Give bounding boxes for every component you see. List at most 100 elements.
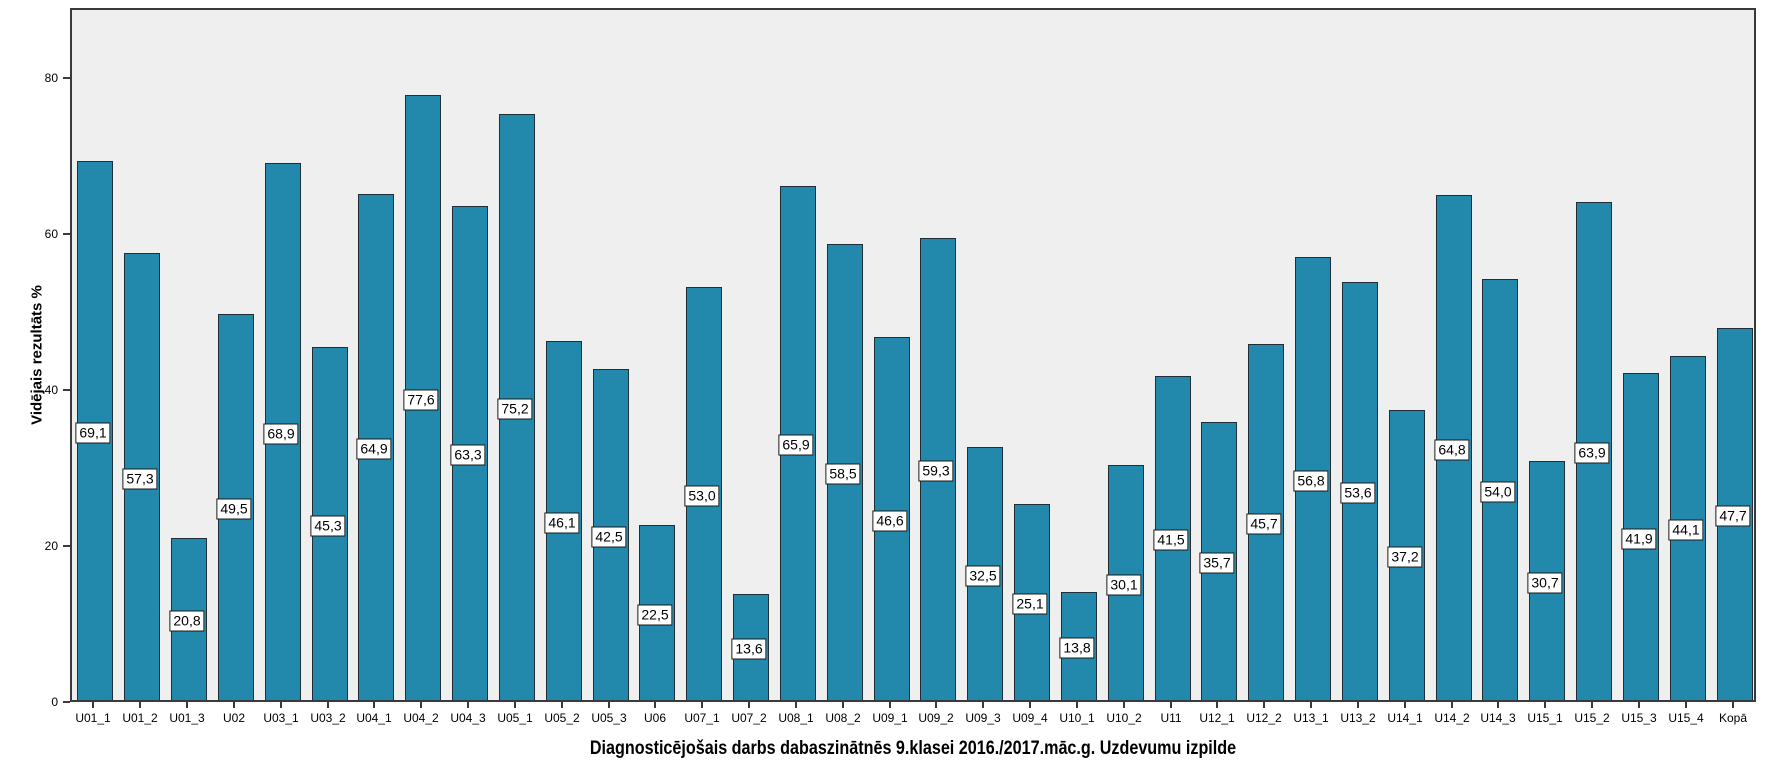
x-tick-label: U09_2: [918, 711, 954, 725]
y-tick-label: 20: [44, 539, 58, 553]
bar-value-label: 65,9: [778, 434, 814, 456]
y-tick-label: 80: [44, 71, 58, 85]
x-tick-mark: [1404, 702, 1406, 708]
x-tick-mark: [561, 702, 563, 708]
bar-value-label: 46,1: [544, 512, 580, 534]
bar-value-label: 25,1: [1012, 593, 1048, 615]
x-tick-mark: [889, 702, 891, 708]
bar-value-label: 63,9: [1574, 442, 1610, 464]
x-tick-label: U02: [222, 711, 246, 725]
x-tick-label: U15_2: [1574, 711, 1610, 725]
bar-value-label: 30,1: [1106, 574, 1142, 596]
x-tick-label: U01_2: [122, 711, 158, 725]
bar-value-label: 37,2: [1387, 546, 1423, 568]
x-tick-mark: [514, 702, 516, 708]
x-tick-label: U09_4: [1012, 711, 1048, 725]
bar-value-label: 58,5: [825, 463, 861, 485]
bar-value-label: 54,0: [1480, 481, 1516, 503]
bar-value-label: 75,2: [497, 398, 533, 420]
x-tick-label: U08_1: [778, 711, 814, 725]
bar-value-label: 46,6: [872, 510, 908, 532]
x-tick-mark: [186, 702, 188, 708]
x-tick-label: U15_3: [1621, 711, 1657, 725]
bar-value-label: 68,9: [263, 423, 299, 445]
bar-value-label: 63,3: [450, 444, 486, 466]
x-tick-label: U12_2: [1246, 711, 1282, 725]
x-tick-mark: [1216, 702, 1218, 708]
x-tick-label: U07_2: [731, 711, 767, 725]
x-tick-label: Kopā: [1718, 711, 1748, 725]
x-tick-label: U10_2: [1106, 711, 1142, 725]
x-tick-mark: [420, 702, 422, 708]
x-tick-label: U08_2: [825, 711, 861, 725]
x-tick-mark: [1638, 702, 1640, 708]
bar-value-label: 49,5: [216, 498, 252, 520]
bar-value-label: 32,5: [965, 565, 1001, 587]
x-tick-mark: [1591, 702, 1593, 708]
x-tick-label: U13_1: [1293, 711, 1329, 725]
y-tick-mark: [63, 77, 70, 79]
x-tick-mark: [280, 702, 282, 708]
x-tick-label: U15_4: [1668, 711, 1704, 725]
x-tick-mark: [842, 702, 844, 708]
y-axis-title: Vidējais rezultāts %: [28, 285, 46, 425]
x-tick-mark: [1497, 702, 1499, 708]
x-tick-label: U04_2: [403, 711, 439, 725]
bar-value-label: 35,7: [1199, 552, 1235, 574]
x-tick-label: U05_3: [591, 711, 627, 725]
x-tick-label: U07_1: [684, 711, 720, 725]
bar-value-label: 20,8: [169, 610, 205, 632]
y-tick-mark: [63, 389, 70, 391]
bar-value-label: 56,8: [1293, 470, 1329, 492]
x-tick-mark: [795, 702, 797, 708]
x-tick-label: U06: [643, 711, 667, 725]
y-tick-mark: [63, 233, 70, 235]
x-tick-mark: [467, 702, 469, 708]
x-tick-label: U14_2: [1434, 711, 1470, 725]
x-tick-mark: [373, 702, 375, 708]
bar-value-label: 45,3: [310, 515, 346, 537]
x-tick-label: U10_1: [1059, 711, 1095, 725]
x-tick-mark: [92, 702, 94, 708]
x-tick-mark: [982, 702, 984, 708]
x-tick-mark: [1170, 702, 1172, 708]
y-tick-label: 60: [44, 227, 58, 241]
x-tick-mark: [1544, 702, 1546, 708]
x-tick-mark: [935, 702, 937, 708]
y-tick-label: 40: [44, 383, 58, 397]
bar-value-label: 53,6: [1340, 482, 1376, 504]
bar-value-label: 45,7: [1246, 513, 1282, 535]
x-tick-mark: [1263, 702, 1265, 708]
x-tick-mark: [1451, 702, 1453, 708]
x-tick-mark: [139, 702, 141, 708]
y-tick-mark: [63, 545, 70, 547]
bar-value-label: 57,3: [122, 468, 158, 490]
x-tick-mark: [1123, 702, 1125, 708]
x-axis-title-text: Diagnosticējošais darbs dabaszinātnēs 9.…: [589, 738, 1237, 759]
x-tick-mark: [654, 702, 656, 708]
bar-value-label: 77,6: [403, 389, 439, 411]
x-tick-mark: [1685, 702, 1687, 708]
x-tick-label: U14_1: [1387, 711, 1423, 725]
x-tick-label: U11: [1160, 711, 1182, 725]
x-tick-label: U12_1: [1199, 711, 1235, 725]
x-tick-mark: [1076, 702, 1078, 708]
bar-value-label: 41,9: [1621, 528, 1657, 550]
bar-value-label: 64,9: [356, 438, 392, 460]
x-tick-mark: [233, 702, 235, 708]
bar-value-label: 42,5: [591, 526, 627, 548]
x-tick-label: U03_1: [263, 711, 299, 725]
x-tick-label: U04_1: [356, 711, 392, 725]
x-tick-mark: [1357, 702, 1359, 708]
bar-value-label: 44,1: [1668, 519, 1704, 541]
x-tick-mark: [1732, 702, 1734, 708]
plot-area: [70, 8, 1756, 702]
x-tick-label: U05_2: [544, 711, 580, 725]
bar-value-label: 47,7: [1715, 505, 1751, 527]
bar-value-label: 41,5: [1153, 529, 1189, 551]
x-tick-mark: [1029, 702, 1031, 708]
x-tick-label: U03_2: [310, 711, 346, 725]
x-tick-label: U01_1: [75, 711, 111, 725]
bar-value-label: 30,7: [1527, 572, 1563, 594]
